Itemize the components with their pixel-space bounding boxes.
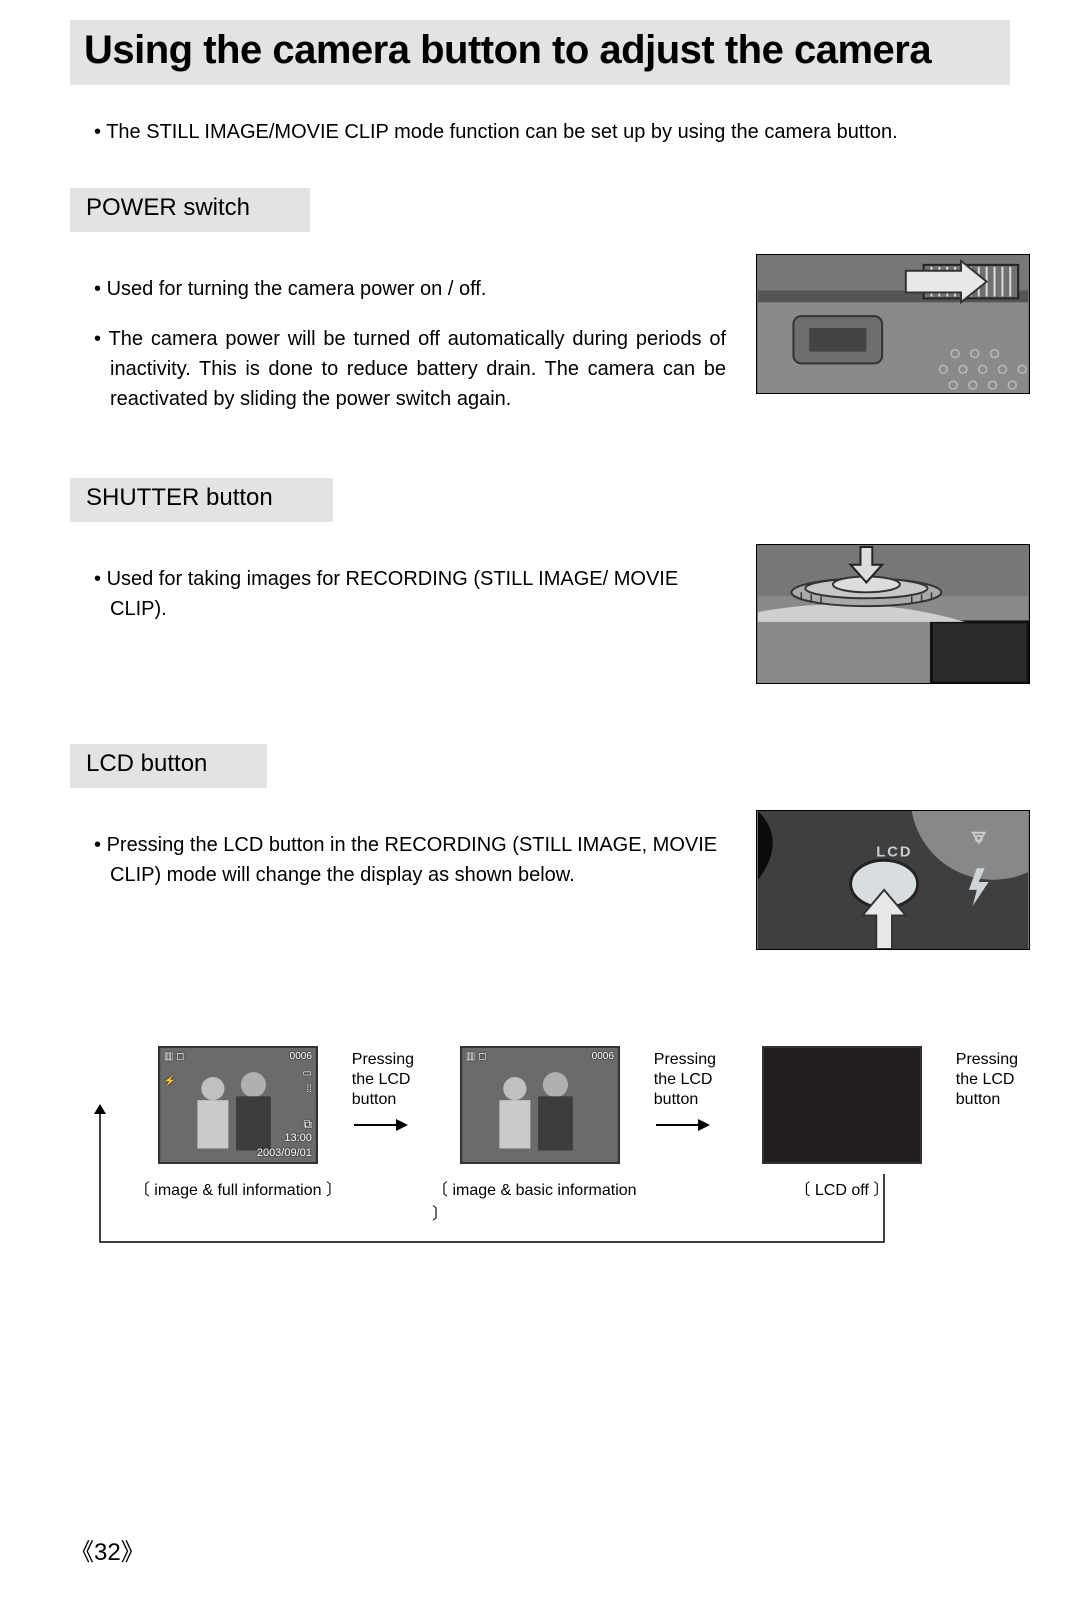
arrow-right-icon	[654, 1116, 710, 1134]
card-icon: ⧉	[303, 1117, 312, 1132]
lcd-screen-off	[762, 1046, 922, 1164]
power-bullet-2: The camera power will be turned off auto…	[94, 324, 726, 414]
camera-top-icon	[757, 255, 1029, 393]
shot-count: 0006	[592, 1051, 614, 1062]
section-lcd: LCD button Pressing the LCD button in th…	[50, 744, 1030, 1224]
arrow-label-1: Pressing the LCD button	[352, 1046, 426, 1224]
power-switch-illustration	[756, 254, 1030, 394]
lcd-state-full: ▥ ◻ 0006 ▭ ⁞⁞ ⚡ ⧉ 13:00 2003/09/01 〔 ima…	[130, 1046, 346, 1224]
lcd-screen-full: ▥ ◻ 0006 ▭ ⁞⁞ ⚡ ⧉ 13:00 2003/09/01	[158, 1046, 318, 1164]
lcd-state-basic: ▥ ◻ 0006 〔 image & basic information 〕	[432, 1046, 648, 1224]
lcd-button-illustration: LCD	[756, 810, 1030, 950]
lcd-screen-basic: ▥ ◻ 0006	[460, 1046, 620, 1164]
date-value: 2003/09/01	[257, 1147, 312, 1159]
lcd-caption-basic: 〔 image & basic information 〕	[432, 1176, 648, 1224]
lcd-state-off: 〔 LCD off 〕	[734, 1046, 950, 1224]
section-heading-power: POWER switch	[70, 188, 310, 232]
arrow-label-3: Pressing the LCD button	[956, 1046, 1030, 1224]
photo-icon	[462, 1048, 618, 1162]
flash-icon: ⚡	[164, 1076, 176, 1087]
lcd-bullet-1: Pressing the LCD button in the RECORDING…	[94, 830, 726, 890]
arrow-right-icon	[352, 1116, 408, 1134]
battery-icon: ▥ ◻	[466, 1051, 487, 1062]
time-value: 13:00	[284, 1132, 312, 1144]
section-shutter: SHUTTER button Used for taking images fo…	[50, 478, 1030, 684]
power-bullet-1: Used for turning the camera power on / o…	[94, 274, 726, 304]
lcd-state-sequence: ▥ ◻ 0006 ▭ ⁞⁞ ⚡ ⧉ 13:00 2003/09/01 〔 ima…	[130, 1046, 1030, 1224]
arrow-label-2: Pressing the LCD button	[654, 1046, 728, 1224]
lcd-label: LCD	[876, 844, 912, 860]
shutter-icon	[757, 545, 1029, 683]
title-bar: Using the camera button to adjust the ca…	[70, 20, 1010, 85]
lcd-caption-full: 〔 image & full information 〕	[134, 1176, 342, 1200]
quality-icon: ⁞⁞	[306, 1084, 312, 1095]
page-title: Using the camera button to adjust the ca…	[84, 28, 996, 73]
battery-icon: ▥ ◻	[164, 1051, 185, 1062]
intro-text: The STILL IMAGE/MOVIE CLIP mode function…	[94, 121, 1030, 144]
shutter-bullet-1: Used for taking images for RECORDING (ST…	[94, 564, 726, 624]
lcd-caption-off: 〔 LCD off 〕	[794, 1176, 889, 1200]
size-icon: ▭	[302, 1068, 311, 1079]
shutter-button-illustration	[756, 544, 1030, 684]
shot-count: 0006	[290, 1051, 312, 1062]
section-power: POWER switch Used for turning the camera…	[50, 188, 1030, 418]
section-heading-shutter: SHUTTER button	[70, 478, 333, 522]
section-heading-lcd: LCD button	[70, 744, 267, 788]
photo-icon	[160, 1048, 316, 1162]
lcd-panel-icon: LCD	[757, 811, 1029, 949]
page-number: 《32》	[70, 1532, 145, 1567]
manual-page: Using the camera button to adjust the ca…	[0, 20, 1080, 1597]
